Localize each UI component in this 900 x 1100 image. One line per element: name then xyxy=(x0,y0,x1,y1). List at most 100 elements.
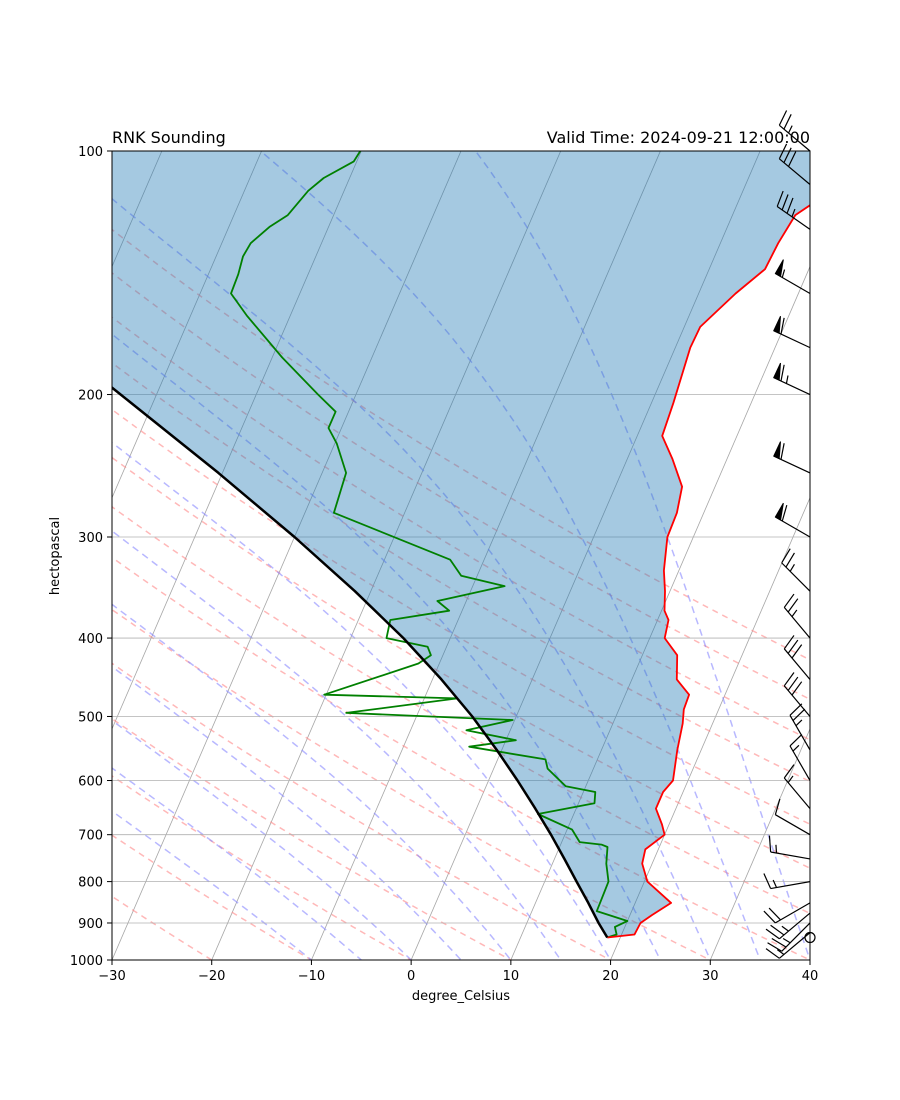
wind-barbs xyxy=(763,110,816,959)
moist-adiabat-line xyxy=(112,810,313,960)
wind-barb-half-tick xyxy=(782,938,791,944)
wind-barb-full-tick xyxy=(781,194,789,211)
moist-adiabat-line xyxy=(112,197,712,960)
wind-barb-half-tick xyxy=(795,719,803,727)
dry-adiabat-line xyxy=(112,662,613,960)
wind-barb xyxy=(774,798,811,836)
wind-barb-staff xyxy=(773,330,811,349)
cape-fill xyxy=(112,151,810,938)
wind-barb-half-tick xyxy=(787,775,794,783)
x-tick-label: 0 xyxy=(407,969,415,984)
wind-barb xyxy=(765,912,811,940)
wind-barb-full-tick xyxy=(787,598,799,613)
y-tick-label: 1000 xyxy=(70,954,103,969)
wind-barb xyxy=(789,703,811,751)
wind-barb-full-tick xyxy=(774,798,781,815)
x-tick-label: 40 xyxy=(802,969,819,984)
wind-barb-half-tick xyxy=(791,208,796,217)
dry-adiabat-line xyxy=(112,408,810,826)
wind-barb xyxy=(783,593,811,639)
wind-barb-staff xyxy=(783,685,811,717)
wind-barb-full-tick xyxy=(781,504,788,522)
isotherm-line xyxy=(211,151,562,960)
wind-barb xyxy=(776,190,811,230)
wind-barb-full-tick xyxy=(770,924,785,936)
wind-barb-full-tick xyxy=(791,681,803,696)
wind-barb-full-tick xyxy=(765,948,780,959)
x-tick-label: 20 xyxy=(602,969,619,984)
wind-barb-half-tick xyxy=(775,844,778,854)
wind-barb-staff xyxy=(776,205,811,230)
y-tick-label: 700 xyxy=(78,829,103,844)
x-tick-label: 30 xyxy=(702,969,719,984)
wind-barb xyxy=(767,922,811,952)
isotherm-line xyxy=(510,265,810,960)
wind-barb-staff xyxy=(783,607,811,639)
wind-barb-full-tick xyxy=(786,197,794,214)
isotherm-line xyxy=(610,496,810,960)
isotherms xyxy=(112,151,810,960)
x-axis: −30 −20 −10 0 10 20 30 40 xyxy=(98,960,818,984)
isotherm-line xyxy=(112,151,263,499)
wind-barb-full-tick xyxy=(783,672,795,687)
wind-barb xyxy=(783,635,811,680)
wind-barb-half-tick xyxy=(792,744,800,752)
wind-barb-full-tick xyxy=(783,593,795,608)
wind-barb-half-tick xyxy=(788,125,793,134)
moist-adiabat-line xyxy=(112,441,612,960)
moist-adiabats xyxy=(112,151,810,960)
chart-title-right: Valid Time: 2024-09-21 12:00:00 xyxy=(547,128,810,147)
wind-barb-full-tick xyxy=(787,676,799,691)
dry-adiabat-line xyxy=(112,505,810,915)
wind-barb xyxy=(763,902,811,924)
wind-barb-staff xyxy=(770,881,811,890)
chart-title-left: RNK Sounding xyxy=(112,128,226,147)
wind-barb xyxy=(778,110,811,152)
wind-barb-full-tick xyxy=(763,873,772,889)
moist-adiabat-line xyxy=(112,530,562,960)
wind-barb xyxy=(783,672,811,717)
wind-barb-full-tick xyxy=(781,548,791,564)
y-tick-label: 400 xyxy=(78,632,103,647)
y-tick-label: 200 xyxy=(78,389,103,404)
dry-adiabat-line xyxy=(112,361,810,783)
wind-barb-full-tick xyxy=(789,703,803,716)
wind-barb-full-tick xyxy=(783,114,792,130)
moist-adiabat-line xyxy=(112,333,662,960)
wind-barb xyxy=(773,316,811,349)
wind-barb-full-tick xyxy=(785,552,795,568)
y-tick-label: 800 xyxy=(78,876,103,891)
wind-barb-full-tick xyxy=(780,317,785,335)
moist-adiabat-line xyxy=(112,719,413,960)
dry-adiabat-line xyxy=(112,834,313,960)
wind-barb-staff xyxy=(775,814,811,836)
wind-barb-staff xyxy=(789,745,811,781)
wind-barb-staff xyxy=(775,516,811,538)
wind-barb-full-tick xyxy=(791,644,803,659)
wind-barb-full-tick xyxy=(792,708,806,721)
wind-barb xyxy=(774,259,811,294)
wind-barb-full-tick xyxy=(778,110,788,126)
y-tick-label: 500 xyxy=(78,710,103,725)
wind-barb xyxy=(774,502,811,538)
wind-barb-staff xyxy=(781,922,811,952)
dry-adiabat-line xyxy=(112,456,810,870)
wind-barb-full-tick xyxy=(767,942,783,952)
wind-barb xyxy=(773,441,811,474)
moist-adiabat-line xyxy=(112,767,363,960)
y-axis: 1000 900 800 700 600 500 400 300 200 100 xyxy=(70,145,112,969)
moist-adiabat-line xyxy=(260,151,761,960)
wind-barb-full-tick xyxy=(783,147,792,163)
isotherm-line xyxy=(112,151,362,730)
wind-barb-full-tick xyxy=(763,910,776,924)
wind-barb xyxy=(763,873,811,890)
wind-barb-full-tick xyxy=(783,764,795,779)
isotherm-line xyxy=(112,151,462,960)
x-tick-label: −20 xyxy=(198,969,225,984)
wind-barb-full-tick xyxy=(788,151,797,167)
wind-barb-half-tick xyxy=(776,949,785,955)
wind-barb-half-tick xyxy=(781,269,786,278)
plot-frame xyxy=(111,150,811,961)
